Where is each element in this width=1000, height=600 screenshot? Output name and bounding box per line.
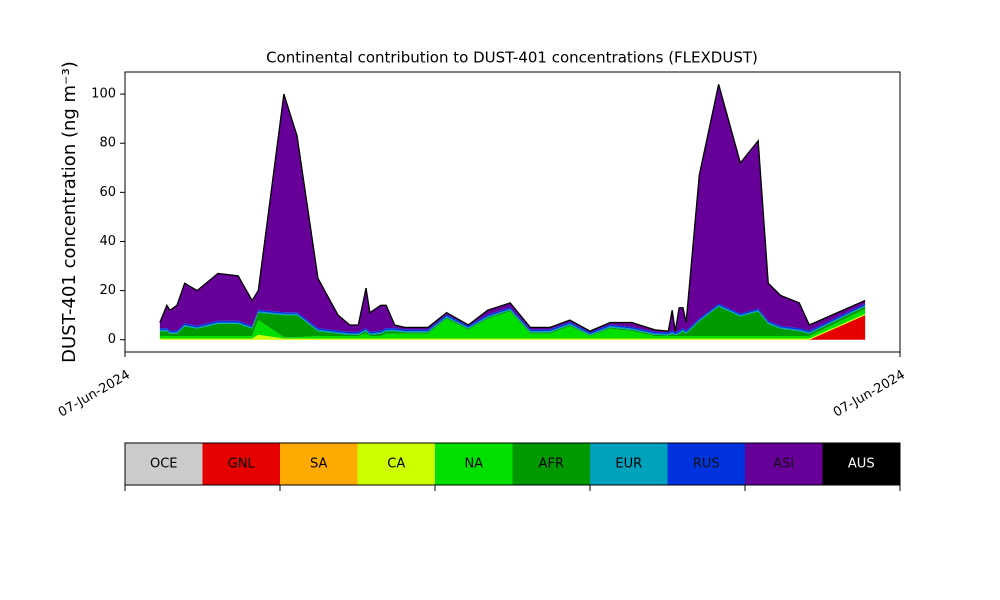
legend-label: NA bbox=[464, 457, 483, 472]
legend-swatch bbox=[280, 443, 358, 485]
legend: OCE GNL SA CA NA AFR EUR RUS ASI AUS bbox=[124, 442, 901, 486]
area bbox=[159, 306, 866, 338]
legend-swatch bbox=[822, 443, 900, 485]
legend-label: EUR bbox=[615, 457, 642, 472]
legend-label: AFR bbox=[539, 457, 564, 472]
legend-ticks bbox=[124, 485, 901, 491]
chart-title: Continental contribution to DUST-401 con… bbox=[266, 49, 758, 67]
legend-frame bbox=[124, 442, 901, 486]
y-tick-label: 100 bbox=[91, 87, 116, 102]
plot-area bbox=[159, 84, 866, 340]
legend-label: CA bbox=[387, 457, 405, 472]
legend-swatch bbox=[667, 443, 745, 485]
legend-label: AUS bbox=[848, 457, 875, 472]
legend-swatch bbox=[125, 443, 203, 485]
legend-swatch bbox=[357, 443, 435, 485]
y-axis-label: DUST-401 concentration (ng m⁻³) bbox=[59, 61, 80, 363]
legend-swatch bbox=[435, 443, 513, 485]
plot-frame bbox=[124, 71, 901, 353]
y-tick-label: 20 bbox=[99, 283, 116, 298]
legend-label: SA bbox=[310, 457, 327, 472]
legend-label: GNL bbox=[228, 457, 256, 472]
legend-swatch bbox=[202, 443, 280, 485]
y-tick-label: 40 bbox=[99, 234, 116, 249]
area bbox=[159, 84, 866, 333]
legend-swatch bbox=[590, 443, 668, 485]
y-tick-label: 60 bbox=[99, 185, 116, 200]
y-tick-label: 80 bbox=[99, 136, 116, 151]
legend-swatch bbox=[745, 443, 823, 485]
legend-swatch bbox=[512, 443, 590, 485]
area bbox=[159, 309, 866, 339]
legend-label: OCE bbox=[150, 457, 178, 472]
legend-label: RUS bbox=[693, 457, 720, 472]
legend-label: ASI bbox=[773, 457, 794, 472]
y-tick-label: 0 bbox=[108, 332, 116, 347]
